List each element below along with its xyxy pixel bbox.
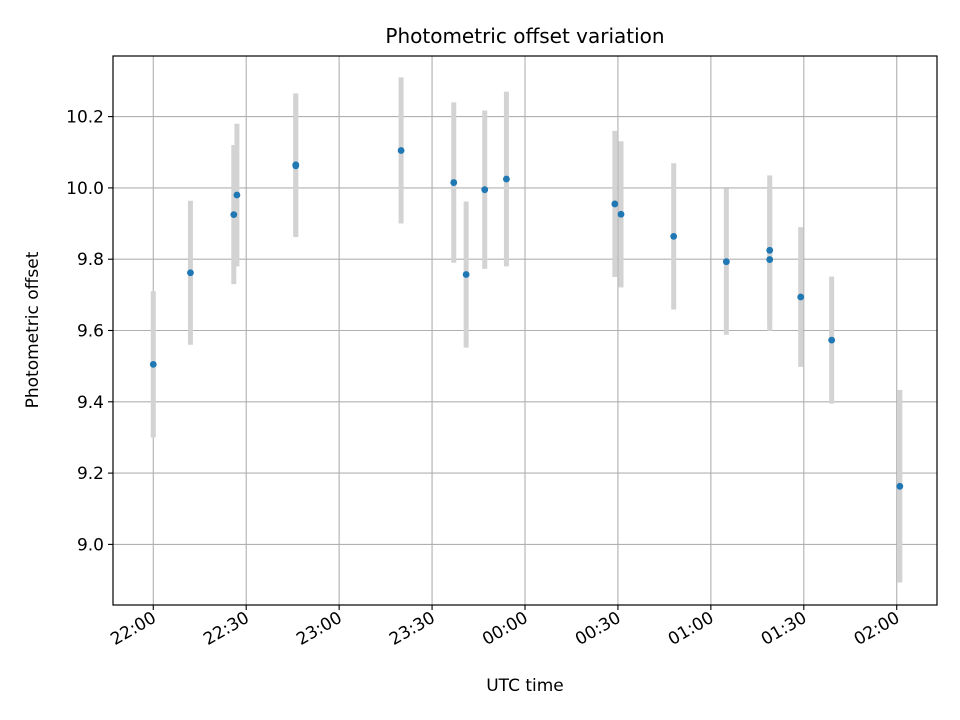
data-point [722,258,730,266]
x-tick-label: 00:00 [479,608,531,650]
y-axis-label: Photometric offset [23,251,43,408]
data-point [187,269,194,277]
data-point [797,293,805,301]
data-point [149,360,157,368]
y-tick-label: 9.6 [77,322,104,342]
data-point [503,175,510,183]
data-point [292,162,300,170]
x-tick-label: 22:30 [200,608,252,650]
data-point [766,246,774,254]
y-tick-label: 10.0 [66,179,104,199]
data-point [828,336,836,344]
data-point [450,179,458,186]
y-tick-label: 9.2 [77,464,104,484]
data-point [617,210,625,218]
data-point [233,191,241,199]
data-points [149,147,904,490]
data-point [766,256,774,263]
x-tick-label: 01:30 [758,608,810,650]
y-tick-label: 9.4 [77,393,104,413]
x-tick-label: 22:00 [107,608,159,650]
x-axis-label: UTC time [486,676,564,696]
x-tick-label: 01:00 [665,608,717,650]
y-tick-label: 9.0 [77,535,104,555]
data-point [611,200,619,208]
x-axis: 22:00 22:30 23:00 23:30 00:00 00:30 01:00 01:30… [107,605,903,650]
x-tick-label: 00:30 [572,608,624,650]
y-tick-label: 10.2 [66,108,104,128]
data-point [670,232,678,240]
data-point [462,271,470,278]
data-point [896,482,904,490]
chart-title: Photometric offset variation [385,24,664,48]
y-axis: 9.0 9.2 9.4 9.6 9.8 10.0 10.2 [66,108,113,555]
data-point [481,186,489,194]
y-tick-label: 9.8 [77,250,104,270]
x-tick-label: 23:30 [386,608,438,650]
data-point [230,211,238,219]
data-point [397,147,405,154]
x-tick-label: 02:00 [851,608,903,650]
x-tick-label: 23:00 [293,608,345,650]
